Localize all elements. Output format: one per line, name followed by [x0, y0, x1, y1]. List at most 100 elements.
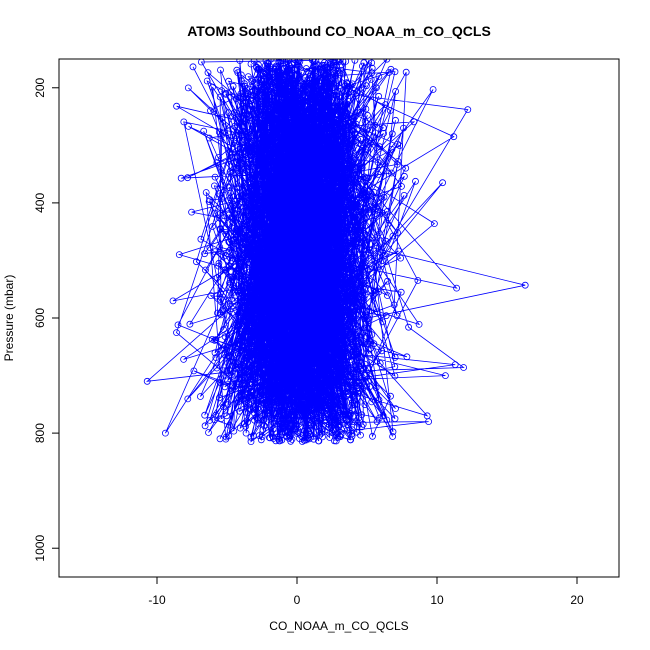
data-point — [317, 162, 325, 169]
data-point — [353, 400, 361, 408]
data-point — [291, 341, 299, 348]
data-point — [369, 291, 377, 299]
data-point — [415, 320, 423, 328]
data-point — [226, 357, 233, 365]
data-point — [306, 76, 314, 84]
data-point — [368, 69, 376, 77]
data-point — [201, 422, 209, 430]
data-point — [290, 105, 298, 112]
data-point — [211, 248, 219, 256]
data-point — [265, 407, 273, 415]
data-point — [285, 348, 293, 356]
data-point — [233, 226, 241, 234]
data-point — [307, 343, 315, 351]
data-point — [282, 178, 290, 186]
data-point — [296, 378, 304, 386]
data-point — [341, 226, 349, 234]
data-point — [258, 169, 266, 177]
data-point — [259, 275, 266, 283]
data-point — [225, 109, 232, 117]
data-point — [291, 349, 299, 357]
data-point — [352, 369, 360, 377]
data-point — [213, 364, 221, 372]
data-point — [284, 147, 292, 155]
data-point — [243, 144, 251, 152]
data-point — [379, 124, 387, 132]
data-point — [441, 372, 449, 380]
data-point — [308, 188, 316, 196]
data-point — [329, 73, 337, 81]
data-point — [382, 101, 389, 108]
data-point — [216, 243, 224, 251]
data-point — [362, 146, 370, 154]
data-point — [245, 405, 253, 413]
x-tick-label: -10 — [148, 593, 166, 607]
data-point — [332, 437, 340, 445]
data-point — [243, 193, 251, 201]
data-point — [290, 160, 298, 168]
data-point — [291, 89, 299, 96]
data-point — [306, 98, 314, 106]
data-point — [346, 243, 354, 251]
data-point — [280, 380, 288, 388]
data-point — [266, 348, 273, 356]
data-point — [285, 361, 292, 369]
data-point — [205, 198, 213, 205]
data-point — [358, 379, 366, 387]
data-point — [275, 359, 283, 367]
data-point — [331, 290, 339, 298]
data-point — [243, 277, 251, 284]
data-point — [267, 272, 275, 280]
data-point — [291, 282, 299, 290]
data-point — [285, 385, 293, 392]
data-point — [320, 254, 327, 262]
data-point — [292, 98, 300, 106]
data-point — [189, 63, 197, 71]
data-point — [287, 116, 295, 124]
data-point — [275, 397, 283, 404]
data-point — [290, 275, 298, 283]
data-point — [321, 427, 329, 435]
data-point — [321, 209, 329, 217]
data-point — [391, 353, 399, 361]
data-point — [229, 82, 237, 90]
data-point — [363, 274, 370, 282]
data-point — [350, 276, 358, 284]
data-point — [282, 248, 290, 256]
data-point — [290, 327, 298, 335]
data-point — [282, 402, 290, 410]
data-point — [252, 87, 260, 95]
data-point — [249, 306, 257, 314]
data-point — [358, 186, 366, 194]
data-point — [286, 192, 294, 200]
data-point — [324, 276, 332, 284]
data-point — [326, 260, 334, 268]
data-point — [379, 412, 387, 420]
data-point — [210, 182, 218, 190]
data-point — [351, 228, 358, 236]
data-point — [289, 226, 297, 234]
data-point — [310, 90, 318, 98]
x-tick-label: 10 — [430, 593, 444, 607]
data-point — [341, 323, 349, 331]
data-point — [302, 65, 310, 72]
data-point — [257, 136, 265, 144]
data-point — [205, 429, 212, 436]
data-point — [315, 437, 323, 445]
data-point — [214, 309, 221, 317]
data-point — [322, 242, 330, 250]
data-point — [337, 276, 345, 284]
data-point — [258, 127, 266, 135]
data-point — [292, 311, 300, 319]
data-point — [285, 434, 293, 442]
data-point — [253, 368, 261, 376]
data-point — [306, 242, 314, 250]
data-point — [362, 192, 370, 200]
data-point — [375, 396, 383, 404]
data-point — [267, 206, 275, 214]
data-point — [309, 415, 317, 423]
data-point — [263, 375, 271, 383]
data-point — [238, 380, 246, 388]
data-point — [287, 231, 295, 239]
data-point — [317, 333, 325, 341]
